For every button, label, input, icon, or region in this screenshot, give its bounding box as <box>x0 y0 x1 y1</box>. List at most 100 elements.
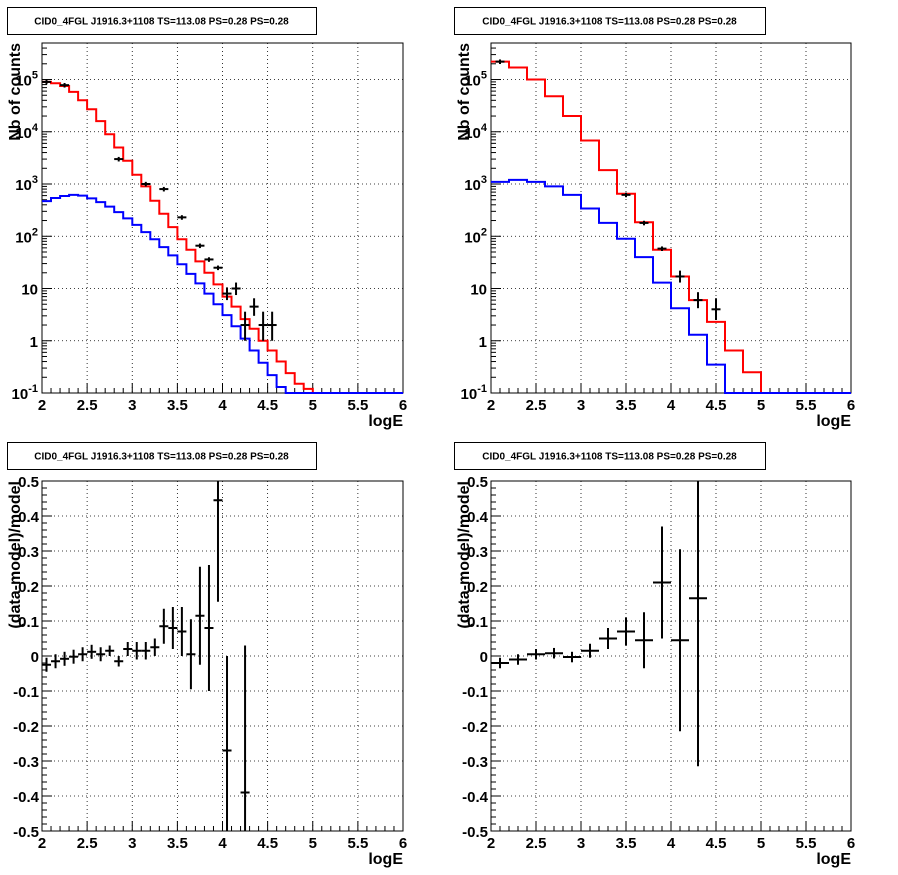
data-point <box>621 192 631 198</box>
title-box <box>7 442 317 470</box>
x-tick-label: 3.5 <box>167 835 188 852</box>
x-tick-label: 5 <box>757 397 765 414</box>
data-point <box>60 651 70 666</box>
y-tick-label: 0.1 <box>18 614 39 631</box>
data-point <box>114 656 124 667</box>
y-tick-exponent: 3 <box>481 174 487 186</box>
x-tick-label: 5 <box>757 835 765 852</box>
data-point <box>168 607 178 649</box>
data-point <box>186 619 196 690</box>
y-tick-label: 102 <box>464 226 487 246</box>
data-point <box>96 647 106 662</box>
data-point <box>213 265 223 271</box>
y-axis-title: (data-model)/model <box>456 481 473 629</box>
x-tick-label: 4.5 <box>706 835 727 852</box>
y-tick-exponent: 4 <box>481 122 488 134</box>
data-point <box>231 282 241 296</box>
x-axis-title: logE <box>816 413 851 430</box>
chart-panel-top-left: CID0_4FGL J1916.3+1108 TS=113.08 PS=0.28… <box>7 7 407 430</box>
x-tick-label: 5.5 <box>796 397 817 414</box>
x-tick-label: 5.5 <box>347 397 368 414</box>
y-tick-base: 10 <box>464 177 481 194</box>
y-tick-label: 0.2 <box>467 579 488 596</box>
y-tick-label: -0.4 <box>13 789 40 806</box>
data-point <box>711 298 721 320</box>
series-line-1 <box>42 193 403 394</box>
x-tick-label: 2.5 <box>526 397 547 414</box>
y-tick-label: 103 <box>15 174 38 194</box>
data-point <box>240 311 250 341</box>
y-tick-label: 10 <box>470 282 487 299</box>
y-tick-label: -0.2 <box>13 719 39 736</box>
data-point <box>159 608 169 644</box>
data-point <box>105 645 115 656</box>
y-tick-label: -0.2 <box>462 719 488 736</box>
y-tick-label: 1 <box>479 334 487 351</box>
chart-panel-bottom-right: CID0_4FGL J1916.3+1108 TS=113.08 PS=0.28… <box>454 442 855 868</box>
x-tick-label: 4.5 <box>257 397 278 414</box>
data-point <box>69 649 79 664</box>
chart-panel-top-right: CID0_4FGL J1916.3+1108 TS=113.08 PS=0.28… <box>454 7 855 430</box>
data-point <box>563 651 581 663</box>
data-point <box>42 657 52 672</box>
grid <box>42 43 403 393</box>
grid <box>42 481 403 831</box>
data-point <box>599 628 617 649</box>
y-tick-base: 10 <box>12 386 29 403</box>
y-axis-title: Nb of counts <box>7 43 24 141</box>
data-point <box>114 156 124 162</box>
y-tick-label: 1 <box>30 334 38 351</box>
x-tick-label: 3.5 <box>616 835 637 852</box>
data-point <box>653 526 671 639</box>
data-point <box>491 657 509 669</box>
x-tick-label: 5 <box>309 835 317 852</box>
x-tick-label: 4 <box>218 397 227 414</box>
y-tick-base: 10 <box>464 125 481 142</box>
x-tick-label: 2.5 <box>77 397 98 414</box>
y-tick-label: 0 <box>31 649 39 666</box>
data-point <box>222 287 232 301</box>
y-tick-label: 0.5 <box>18 474 39 491</box>
series-line-1 <box>491 178 851 394</box>
y-axis-title: (data-model)/model <box>7 481 24 629</box>
x-tick-label: 5 <box>309 397 317 414</box>
y-tick-label: 10 <box>21 282 38 299</box>
y-tick-label: 104 <box>15 122 39 142</box>
y-tick-label: 0.4 <box>467 509 489 526</box>
x-tick-label: 2.5 <box>77 835 98 852</box>
x-axis-title: logE <box>368 413 403 430</box>
x-tick-label: 4 <box>218 835 227 852</box>
data-point <box>689 481 707 767</box>
data-point <box>527 649 545 660</box>
x-tick-label: 6 <box>399 835 407 852</box>
grid <box>491 481 851 831</box>
y-tick-label: 10-1 <box>12 383 38 403</box>
x-tick-label: 6 <box>847 835 855 852</box>
x-tick-label: 3 <box>577 835 585 852</box>
chart-panel-bottom-left: CID0_4FGL J1916.3+1108 TS=113.08 PS=0.28… <box>7 442 407 868</box>
x-tick-label: 3 <box>128 835 136 852</box>
data-point <box>195 566 205 665</box>
x-tick-label: 2 <box>487 835 495 852</box>
data-point <box>657 246 667 252</box>
y-tick-exponent: -1 <box>477 383 487 395</box>
data-point <box>132 642 142 660</box>
data-point <box>240 645 250 831</box>
data-point <box>675 270 685 283</box>
data-point <box>545 647 563 659</box>
data-point <box>78 647 88 662</box>
y-tick-exponent: 2 <box>481 226 487 238</box>
y-tick-label: 104 <box>464 122 488 142</box>
data-point <box>639 220 649 226</box>
data-point <box>51 654 61 669</box>
data-point <box>159 186 169 192</box>
chart-title: CID0_4FGL J1916.3+1108 TS=113.08 PS=0.28… <box>482 452 737 463</box>
data-point <box>249 298 259 316</box>
y-tick-base: 10 <box>15 177 32 194</box>
x-tick-label: 2 <box>487 397 495 414</box>
data-point <box>141 642 151 660</box>
data-point <box>177 215 187 220</box>
x-tick-label: 4 <box>667 835 676 852</box>
y-axis-title: Nb of counts <box>456 43 473 141</box>
chart-title: CID0_4FGL J1916.3+1108 TS=113.08 PS=0.28… <box>34 17 289 28</box>
